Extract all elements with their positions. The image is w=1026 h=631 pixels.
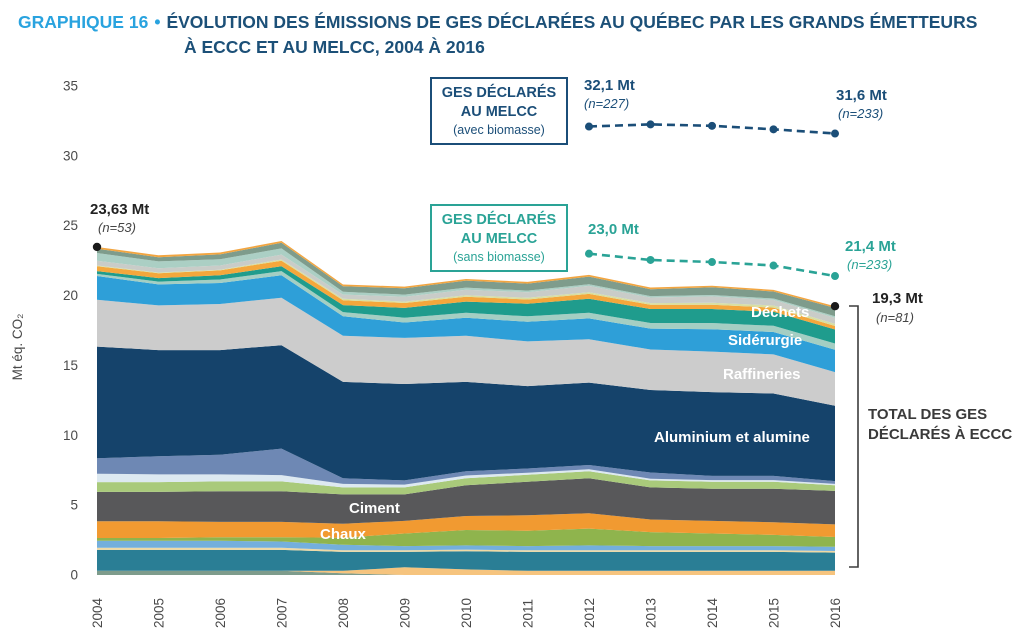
total-eccc-label-line2: DÉCLARÉS À ECCC bbox=[868, 426, 1013, 444]
area-strip-orange-bottom bbox=[97, 567, 835, 575]
title-prefix: GRAPHIQUE 16 bbox=[18, 12, 149, 32]
chart-title: GRAPHIQUE 16 • ÉVOLUTION DES ÉMISSIONS DE … bbox=[18, 10, 977, 61]
y-tick-label: 5 bbox=[70, 498, 78, 513]
dot-melcc-avec-biomasse bbox=[831, 129, 839, 138]
area-label-chaux: Chaux bbox=[320, 526, 366, 543]
dot-melcc-sans-biomasse bbox=[831, 272, 839, 281]
melcc-avec-start-n: (n=227) bbox=[584, 96, 630, 111]
area-layer-cream bbox=[97, 547, 835, 553]
area-label-dechets: Déchets bbox=[751, 304, 810, 321]
dot-melcc-sans-biomasse bbox=[646, 255, 655, 264]
box-avec-line3: (avec biomasse) bbox=[453, 122, 545, 137]
area-layer-light-blue bbox=[97, 540, 835, 551]
title-text-1: ÉVOLUTION DES ÉMISSIONS DE GES DÉCLARÉES… bbox=[166, 12, 978, 32]
eccc-end-dot bbox=[830, 301, 840, 311]
box-sans-line1: GES DÉCLARÉS bbox=[441, 212, 557, 228]
stacked-areas bbox=[92, 241, 840, 575]
title-bullet-icon: • bbox=[154, 12, 161, 32]
area-label-aluminium: Aluminium et alumine bbox=[654, 429, 810, 446]
y-tick-label: 35 bbox=[63, 79, 78, 94]
dot-melcc-avec-biomasse bbox=[769, 125, 778, 134]
dot-melcc-sans-biomasse bbox=[708, 258, 716, 267]
y-tick-label: 10 bbox=[63, 428, 78, 443]
area-layer-teal-bottom bbox=[97, 549, 835, 571]
area-layer-slate-blue bbox=[97, 448, 835, 485]
melcc-sans-start-value: 23,0 Mt bbox=[588, 221, 639, 238]
dashed-trend-lines bbox=[585, 120, 839, 281]
area-ciment bbox=[97, 478, 835, 525]
area-strip-sage-bottom bbox=[97, 570, 835, 575]
box-avec-line1: GES DÉCLARÉS bbox=[441, 85, 557, 101]
dot-melcc-sans-biomasse bbox=[585, 249, 593, 258]
axes: 0 5 10 15 20 25 30 35 2004 2005 2006 2007 2008 2009 20… bbox=[63, 79, 843, 628]
area-chaux bbox=[97, 513, 835, 538]
x-tick-label: 2007 bbox=[275, 598, 290, 628]
dot-melcc-avec-biomasse bbox=[708, 121, 716, 130]
y-tick-label: 20 bbox=[63, 288, 78, 303]
melcc-sans-end-n: (n=233) bbox=[847, 257, 893, 272]
y-tick-label: 25 bbox=[63, 218, 78, 233]
eccc-start-value: 23,63 Mt bbox=[90, 201, 150, 218]
legend-box-melcc-sans-biomasse: GES DÉCLARÉS AU MELCC (sans biomasse) bbox=[430, 204, 568, 272]
y-tick-label: 15 bbox=[63, 358, 78, 373]
x-tick-label: 2016 bbox=[828, 598, 843, 628]
dot-melcc-sans-biomasse bbox=[769, 261, 778, 270]
area-dechets bbox=[97, 266, 835, 344]
area-label-ciment: Ciment bbox=[349, 500, 400, 517]
box-avec-line2: AU MELCC bbox=[460, 103, 538, 120]
x-tick-label: 2009 bbox=[398, 598, 413, 628]
area-label-siderurgie: Sidérurgie bbox=[728, 332, 803, 349]
area-layer-olive-green bbox=[97, 528, 835, 547]
melcc-sans-end-value: 21,4 Mt bbox=[845, 238, 896, 255]
area-layer-pale-dotted bbox=[97, 469, 835, 488]
box-sans-line3: (sans biomasse) bbox=[453, 249, 545, 264]
total-eccc-label-line1: TOTAL DES GES bbox=[868, 406, 988, 423]
total-eccc-bracket bbox=[849, 305, 859, 568]
x-tick-label: 2015 bbox=[767, 598, 782, 628]
x-tick-label: 2006 bbox=[213, 598, 228, 628]
x-tick-label: 2013 bbox=[644, 598, 659, 628]
x-tick-label: 2004 bbox=[90, 597, 105, 628]
x-tick-label: 2012 bbox=[582, 598, 597, 628]
x-tick-label: 2005 bbox=[152, 598, 167, 628]
x-tick-label: 2014 bbox=[705, 597, 720, 628]
y-axis-label: Mt éq. CO₂ bbox=[10, 314, 25, 381]
area-layer-green-mid bbox=[97, 471, 835, 495]
x-tick-label: 2010 bbox=[459, 598, 474, 628]
eccc-end-value: 19,3 Mt bbox=[872, 290, 923, 307]
title-text-2: À ECCC ET AU MELCC, 2004 À 2016 bbox=[184, 37, 485, 58]
area-aluminium bbox=[97, 345, 835, 482]
legend-box-melcc-avec-biomasse: GES DÉCLARÉS AU MELCC (avec biomasse) bbox=[430, 77, 568, 145]
y-tick-label: 30 bbox=[63, 148, 78, 163]
y-tick-label: 0 bbox=[70, 568, 78, 583]
melcc-avec-end-n: (n=233) bbox=[838, 106, 884, 121]
melcc-avec-end-value: 31,6 Mt bbox=[836, 87, 887, 104]
area-siderurgie bbox=[97, 275, 835, 373]
eccc-end-n: (n=81) bbox=[876, 310, 914, 325]
dot-melcc-avec-biomasse bbox=[585, 122, 593, 131]
x-tick-label: 2008 bbox=[336, 598, 351, 628]
melcc-avec-start-value: 32,1 Mt bbox=[584, 77, 635, 94]
eccc-start-n: (n=53) bbox=[98, 220, 136, 235]
x-tick-label: 2011 bbox=[521, 599, 536, 628]
title-line-1: GRAPHIQUE 16 • ÉVOLUTION DES ÉMISSIONS DE … bbox=[18, 10, 977, 35]
eccc-start-dot bbox=[92, 242, 102, 252]
total-eccc-label: TOTAL DES GES DÉCLARÉS À ECCC bbox=[868, 405, 1012, 446]
area-raffineries bbox=[97, 297, 835, 406]
area-label-raffineries: Raffineries bbox=[723, 366, 801, 383]
box-sans-line2: AU MELCC bbox=[460, 230, 538, 247]
dot-melcc-avec-biomasse bbox=[646, 120, 655, 129]
